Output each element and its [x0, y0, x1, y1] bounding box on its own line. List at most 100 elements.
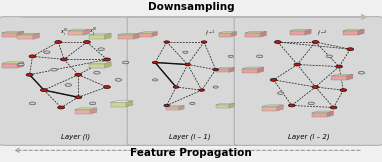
- Polygon shape: [68, 31, 83, 35]
- Polygon shape: [242, 67, 264, 69]
- Polygon shape: [290, 31, 305, 35]
- Polygon shape: [18, 33, 39, 35]
- Polygon shape: [33, 33, 39, 39]
- Circle shape: [228, 55, 233, 58]
- Circle shape: [40, 89, 47, 92]
- Circle shape: [274, 41, 281, 43]
- Circle shape: [55, 40, 62, 44]
- Circle shape: [164, 41, 170, 43]
- Polygon shape: [343, 29, 364, 31]
- Polygon shape: [166, 105, 184, 107]
- Polygon shape: [18, 35, 33, 39]
- Polygon shape: [105, 33, 111, 39]
- Circle shape: [83, 40, 91, 44]
- Circle shape: [104, 58, 110, 61]
- Circle shape: [29, 102, 36, 105]
- Polygon shape: [75, 108, 97, 110]
- Circle shape: [65, 84, 71, 86]
- Circle shape: [75, 96, 82, 99]
- Text: Downsampling: Downsampling: [148, 2, 234, 12]
- Circle shape: [164, 104, 170, 107]
- Polygon shape: [257, 67, 264, 73]
- Polygon shape: [229, 103, 234, 108]
- Polygon shape: [2, 33, 18, 37]
- Circle shape: [51, 68, 57, 71]
- Polygon shape: [18, 31, 24, 37]
- Circle shape: [330, 106, 337, 109]
- Circle shape: [347, 48, 354, 51]
- Circle shape: [340, 89, 347, 92]
- Circle shape: [312, 41, 319, 43]
- Polygon shape: [2, 64, 18, 68]
- Circle shape: [89, 102, 96, 105]
- Polygon shape: [179, 105, 184, 110]
- Polygon shape: [2, 31, 24, 33]
- Text: $i^{l-2}$: $i^{l-2}$: [317, 29, 327, 38]
- Polygon shape: [91, 108, 97, 114]
- Polygon shape: [261, 31, 267, 37]
- Polygon shape: [358, 29, 364, 35]
- Circle shape: [277, 92, 284, 94]
- Polygon shape: [290, 29, 311, 31]
- FancyBboxPatch shape: [234, 17, 382, 145]
- Circle shape: [257, 55, 263, 58]
- Polygon shape: [312, 111, 333, 113]
- Circle shape: [190, 102, 195, 104]
- Circle shape: [358, 71, 364, 74]
- Circle shape: [26, 73, 33, 76]
- Circle shape: [336, 65, 343, 68]
- Polygon shape: [262, 105, 283, 107]
- Text: Layer (l – 2): Layer (l – 2): [288, 134, 329, 140]
- Circle shape: [213, 69, 219, 71]
- Circle shape: [152, 61, 158, 64]
- Polygon shape: [262, 107, 277, 111]
- Polygon shape: [242, 69, 257, 73]
- FancyBboxPatch shape: [0, 17, 152, 145]
- Polygon shape: [110, 101, 133, 102]
- Polygon shape: [110, 102, 126, 107]
- Circle shape: [201, 41, 207, 43]
- Text: Feature Propagation: Feature Propagation: [130, 148, 252, 158]
- Polygon shape: [89, 62, 111, 64]
- Polygon shape: [216, 103, 234, 105]
- Polygon shape: [219, 33, 231, 37]
- Polygon shape: [126, 101, 133, 107]
- Polygon shape: [332, 76, 347, 80]
- Polygon shape: [229, 68, 234, 72]
- Polygon shape: [105, 62, 111, 68]
- Text: $i^{l-1}$: $i^{l-1}$: [205, 29, 216, 38]
- Polygon shape: [219, 32, 236, 33]
- Polygon shape: [312, 113, 327, 117]
- Polygon shape: [166, 107, 179, 110]
- Polygon shape: [75, 110, 91, 114]
- Circle shape: [173, 86, 179, 88]
- Circle shape: [122, 61, 129, 64]
- Polygon shape: [118, 35, 133, 39]
- Polygon shape: [89, 33, 111, 35]
- Polygon shape: [18, 62, 24, 68]
- Polygon shape: [216, 68, 234, 69]
- Polygon shape: [68, 29, 90, 31]
- Polygon shape: [231, 32, 236, 37]
- Polygon shape: [89, 64, 105, 68]
- Circle shape: [294, 63, 301, 66]
- Polygon shape: [216, 105, 229, 108]
- Circle shape: [58, 106, 65, 109]
- FancyBboxPatch shape: [127, 17, 253, 145]
- Polygon shape: [139, 33, 152, 37]
- Text: Layer (l): Layer (l): [61, 134, 90, 140]
- Circle shape: [183, 51, 188, 53]
- Circle shape: [312, 86, 319, 88]
- Polygon shape: [216, 69, 229, 72]
- Polygon shape: [152, 32, 157, 37]
- Polygon shape: [277, 105, 283, 111]
- Text: Layer (l – 1): Layer (l – 1): [169, 134, 211, 140]
- Circle shape: [185, 63, 191, 66]
- Circle shape: [308, 102, 314, 105]
- Polygon shape: [83, 29, 90, 35]
- Polygon shape: [245, 33, 261, 37]
- Circle shape: [75, 73, 82, 76]
- Circle shape: [213, 86, 218, 88]
- Polygon shape: [139, 32, 157, 33]
- Circle shape: [270, 78, 277, 81]
